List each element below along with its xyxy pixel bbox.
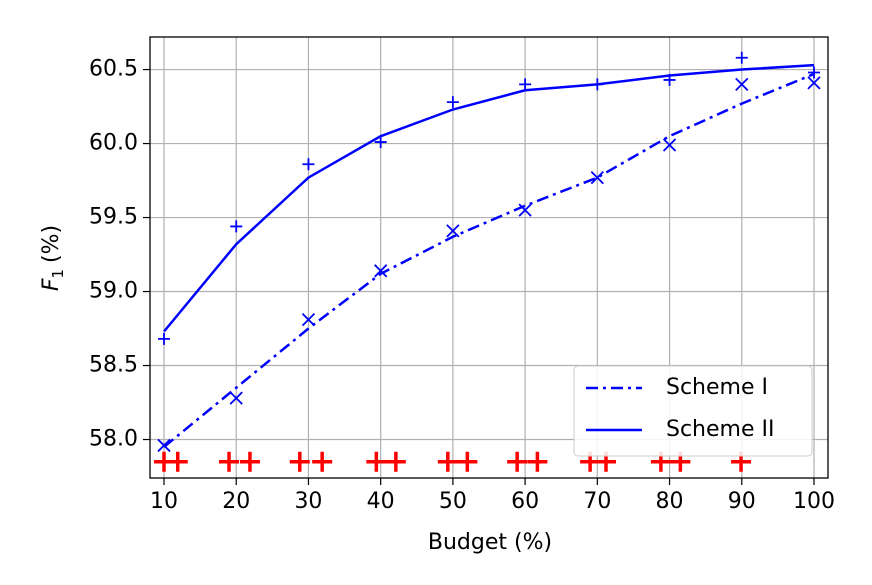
x-tick-label: 50 [439,489,467,514]
scatter-marker [374,136,387,149]
scatter-marker [366,451,387,472]
x-tick-label: 80 [656,489,684,514]
scatter-marker [735,77,749,91]
y-tick-label: 59.5 [89,205,138,230]
plot-frame [149,36,829,479]
scatter-marker [735,51,748,64]
scatter-marker [437,451,458,472]
scatter-marker [219,451,240,472]
scatter-marker [591,78,604,91]
scatter-marker [385,451,406,472]
y-tick-label: 60.0 [89,131,138,156]
scatter-marker [662,138,677,152]
scatter-marker [374,264,388,278]
y-label-symbol: F [39,278,64,291]
y-tick-label: 60.5 [89,57,138,82]
scatter-marker [519,78,532,91]
legend-label: Scheme II [666,417,774,442]
scatter-marker [507,451,528,472]
scatter-marker [158,332,171,345]
x-tick-label: 90 [728,489,756,514]
scatter-marker [229,391,243,405]
scatter-marker [301,313,316,327]
scatter-marker [230,220,243,233]
legend-box [573,365,813,457]
x-tick-label: 100 [793,489,835,514]
x-tick-label: 30 [294,489,322,514]
scatter-marker [239,451,260,472]
y-axis-label: F1 (%) [39,225,67,291]
x-axis-label: Budget (%) [428,530,552,555]
scatter-marker [807,76,821,90]
scatter-marker [590,170,604,185]
x-tick-label: 70 [583,489,611,514]
y-tick-label: 59.0 [89,279,138,304]
scatter-marker [807,66,820,79]
y-label-subscript: 1 [49,269,67,279]
x-tick-label: 40 [367,489,395,514]
y-label-unit: (%) [39,225,64,263]
y-tick-label: 58.0 [89,427,138,452]
scatter-marker [157,438,171,453]
x-tick-label: 20 [222,489,250,514]
scatter-marker [302,158,315,171]
scatter-marker [446,224,460,238]
scatter-marker [518,203,532,217]
scatter-marker [167,451,188,472]
scatter-marker [663,73,676,86]
scatter-marker [446,96,459,109]
y-tick-label: 58.5 [89,353,138,378]
legend-label: Scheme I [666,375,768,400]
scatter-marker [457,451,478,472]
x-tick-label: 10 [150,489,178,514]
x-tick-label: 60 [511,489,539,514]
scatter-marker [312,451,333,472]
scatter-marker [527,451,548,472]
scatter-marker [289,451,310,472]
series-line [163,63,815,333]
